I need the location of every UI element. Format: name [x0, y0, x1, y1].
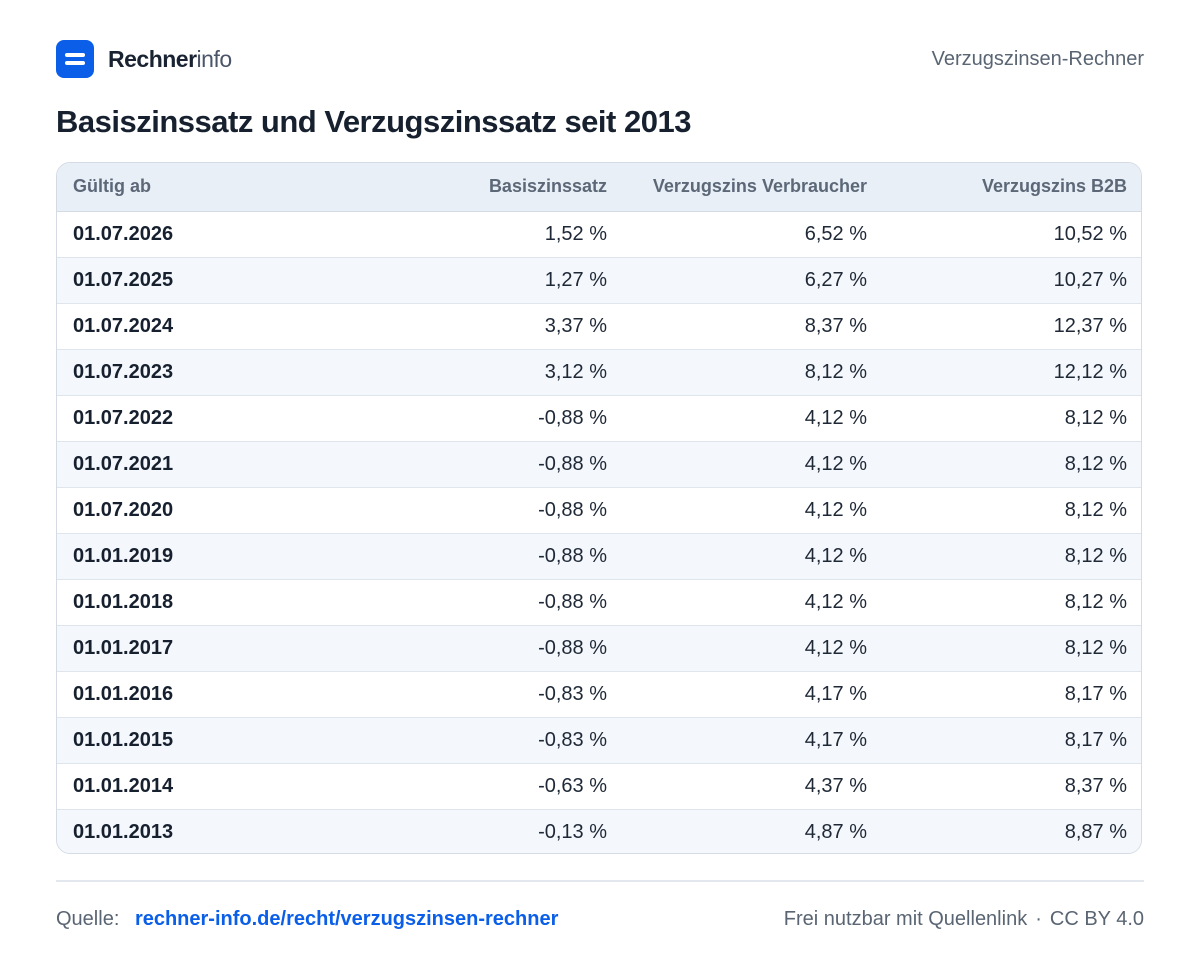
cell-consumer-rate: 6,52 %: [623, 211, 883, 258]
table-row: 01.01.2018 -0,88 % 4,12 % 8,12 %: [57, 579, 1141, 626]
table-row: 01.07.2020 -0,88 % 4,12 % 8,12 %: [57, 487, 1141, 534]
cell-b2b-rate: 12,12 %: [883, 349, 1141, 396]
cell-base-rate: -0,88 %: [357, 395, 623, 442]
cell-consumer-rate: 4,87 %: [804, 820, 867, 843]
source-label: Quelle:: [56, 907, 120, 930]
table-row: 01.01.2013 -0,13 % 4,87 % 8,87 %: [57, 809, 1141, 853]
cell-base-rate: -0,88 %: [357, 441, 623, 488]
cell-valid-from: 01.07.2020: [57, 487, 357, 534]
cell-b2b-rate: 10,52 %: [883, 211, 1141, 258]
page-footer: Quelle: rechner-info.de/recht/verzugszin…: [56, 902, 1144, 936]
table-row: 01.01.2019 -0,88 % 4,12 % 8,12 %: [57, 533, 1141, 580]
cell-b2b-rate: 8,12 %: [883, 395, 1141, 442]
brand-name-strong: Rechner: [108, 45, 197, 72]
cell-base-rate: -0,88 %: [357, 487, 623, 534]
cell-valid-from: 01.01.2019: [57, 533, 357, 580]
license-name: CC BY 4.0: [1049, 907, 1144, 930]
column-header-consumer-rate: Verzugszins Verbraucher: [623, 163, 883, 212]
column-header-base-rate: Basiszinssatz: [357, 163, 623, 212]
column-header-b2b-rate: Verzugszins B2B: [883, 163, 1141, 212]
table-row: 01.07.2023 3,12 % 8,12 % 12,12 %: [57, 349, 1141, 396]
cell-base-rate: -0,83 %: [357, 671, 623, 718]
cell-b2b-rate: 8,12 %: [883, 487, 1141, 534]
table-row: 01.01.2014 -0,63 % 4,37 % 8,37 %: [57, 763, 1141, 810]
license-separator: ·: [1035, 907, 1042, 930]
table-row: 01.01.2015 -0,83 % 4,17 % 8,17 %: [57, 717, 1141, 764]
cell-valid-from: 01.07.2021: [57, 441, 357, 488]
table-row: 01.07.2026 1,52 % 6,52 % 10,52 %: [57, 211, 1141, 258]
cell-b2b-rate: 10,27 %: [883, 257, 1141, 304]
cell-base-rate: 1,52 %: [357, 211, 623, 258]
cell-valid-from: 01.01.2015: [57, 717, 357, 764]
cell-b2b-rate: 8,12 %: [883, 441, 1141, 488]
brand-name-light: info: [196, 45, 233, 72]
footer-divider: [56, 880, 1144, 882]
source-link[interactable]: rechner-info.de/recht/verzugszinsen-rech…: [134, 907, 559, 930]
table-header-row: Gültig ab Basiszinssatz Verzugszins Verb…: [57, 163, 1141, 212]
cell-valid-from: 01.07.2025: [57, 257, 357, 304]
cell-base-rate: 3,37 %: [357, 303, 623, 350]
cell-valid-from: 01.07.2026: [57, 211, 357, 258]
cell-consumer-rate: 4,17 %: [623, 717, 883, 764]
cell-consumer-rate: 4,12 %: [623, 487, 883, 534]
page-title: Basiszinssatz und Verzugszinssatz seit 2…: [56, 104, 691, 139]
cell-consumer-rate: 4,17 %: [623, 671, 883, 718]
cell-base-rate: -0,88 %: [357, 579, 623, 626]
table-row: 01.07.2022 -0,88 % 4,12 % 8,12 %: [57, 395, 1141, 442]
table-body: 01.07.2026 1,52 % 6,52 % 10,52 % 01.07.2025 1…: [57, 211, 1141, 853]
cell-b2b-rate: 8,17 %: [883, 717, 1141, 764]
rates-table: Gültig ab Basiszinssatz Verzugszins Verb…: [57, 163, 1141, 853]
cell-b2b-rate: 8,37 %: [883, 763, 1141, 810]
cell-consumer-rate: 4,12 %: [623, 395, 883, 442]
rates-table-card: Gültig ab Basiszinssatz Verzugszins Verb…: [56, 162, 1142, 854]
cell-consumer-rate: 4,12 %: [623, 533, 883, 580]
cell-consumer-rate: 4,12 %: [623, 625, 883, 672]
cell-consumer-rate: 8,37 %: [623, 303, 883, 350]
license-info: Frei nutzbar mit Quellenlink · CC BY 4.0: [784, 908, 1144, 931]
cell-consumer-rate: 6,27 %: [623, 257, 883, 304]
cell-valid-from: 01.01.2018: [57, 579, 357, 626]
brand-name: Rechnerinfo: [108, 46, 232, 73]
brand-logo[interactable]: Rechnerinfo: [56, 40, 232, 78]
cell-valid-from: 01.07.2024: [57, 303, 357, 350]
cell-valid-from: 01.01.2013: [73, 820, 174, 843]
cell-valid-from: 01.07.2022: [57, 395, 357, 442]
cell-valid-from: 01.01.2016: [57, 671, 357, 718]
cell-consumer-rate: 4,12 %: [623, 441, 883, 488]
logo-bar-top: [65, 53, 85, 57]
source-attribution: Quelle: rechner-info.de/recht/verzugszin…: [56, 908, 558, 931]
cell-b2b-rate: 8,12 %: [883, 579, 1141, 626]
table-row: 01.01.2016 -0,83 % 4,17 % 8,17 %: [57, 671, 1141, 718]
cell-b2b-rate: 8,12 %: [883, 625, 1141, 672]
page-header: Rechnerinfo Verzugszinsen-Rechner: [56, 40, 1144, 78]
cell-base-rate: -0,88 %: [357, 533, 623, 580]
table-row: 01.07.2024 3,37 % 8,37 % 12,37 %: [57, 303, 1141, 350]
cell-b2b-rate: 8,17 %: [883, 671, 1141, 718]
cell-valid-from: 01.01.2017: [57, 625, 357, 672]
cell-consumer-rate: 4,37 %: [623, 763, 883, 810]
header-calculator-label: Verzugszinsen-Rechner: [931, 47, 1144, 70]
cell-b2b-rate: 8,87 %: [1064, 820, 1127, 843]
license-text: Frei nutzbar mit Quellenlink: [783, 907, 1028, 930]
cell-consumer-rate: 4,12 %: [623, 579, 883, 626]
cell-base-rate: 1,27 %: [357, 257, 623, 304]
cell-base-rate: -0,13 %: [538, 820, 607, 843]
column-header-valid-from: Gültig ab: [57, 163, 357, 212]
cell-valid-from: 01.01.2014: [57, 763, 357, 810]
cell-b2b-rate: 8,12 %: [883, 533, 1141, 580]
cell-base-rate: -0,88 %: [357, 625, 623, 672]
cell-base-rate: -0,83 %: [357, 717, 623, 764]
table-row: 01.01.2017 -0,88 % 4,12 % 8,12 %: [57, 625, 1141, 672]
cell-consumer-rate: 8,12 %: [623, 349, 883, 396]
table-row: 01.07.2025 1,27 % 6,27 % 10,27 %: [57, 257, 1141, 304]
menu-lines-icon: [56, 40, 94, 78]
cell-valid-from: 01.07.2023: [57, 349, 357, 396]
logo-bar-bottom: [65, 61, 85, 65]
cell-b2b-rate: 12,37 %: [883, 303, 1141, 350]
cell-base-rate: 3,12 %: [357, 349, 623, 396]
cell-base-rate: -0,63 %: [357, 763, 623, 810]
table-row: 01.07.2021 -0,88 % 4,12 % 8,12 %: [57, 441, 1141, 488]
